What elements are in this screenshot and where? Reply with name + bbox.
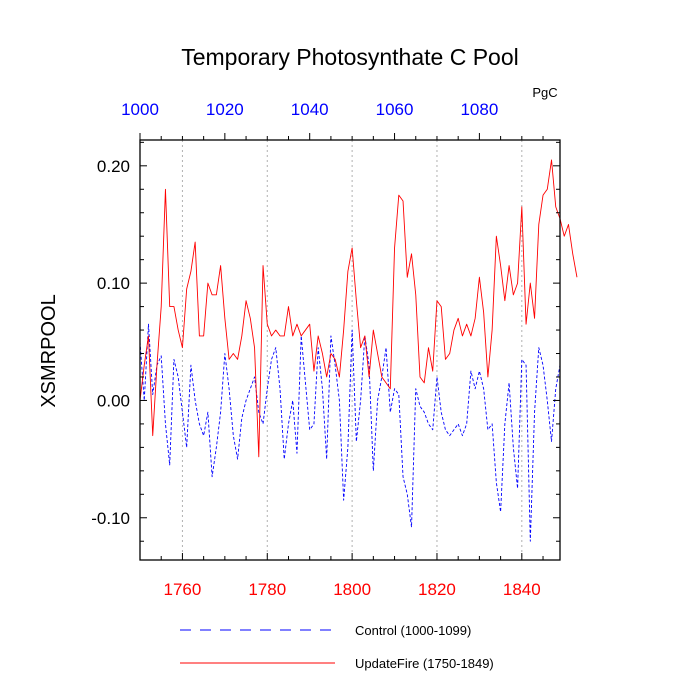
axes: -0.10 0.00 0.10 0.20 1760 1780 1800 1820 1840 100… bbox=[91, 100, 561, 599]
chart-title: Temporary Photosynthate C Pool bbox=[181, 44, 519, 70]
x-top-tick-label: 1000 bbox=[121, 100, 159, 119]
series-line-updatefire bbox=[139, 159, 578, 458]
x-bottom-tick-label: 1800 bbox=[333, 580, 371, 599]
legend: Control (1000-1099) UpdateFire (1750-1849… bbox=[180, 623, 494, 671]
x-top-tick-label: 1060 bbox=[376, 100, 414, 119]
y-tick-label: 0.10 bbox=[97, 274, 130, 293]
x-bottom-tick-label: 1820 bbox=[418, 580, 456, 599]
grid-lines bbox=[181, 140, 523, 560]
legend-label: UpdateFire (1750-1849) bbox=[355, 656, 494, 671]
plot-frame bbox=[139, 139, 561, 561]
series-layer bbox=[139, 159, 578, 542]
y-tick-label: -0.10 bbox=[91, 509, 130, 528]
legend-label: Control (1000-1099) bbox=[355, 623, 471, 638]
x-bottom-tick-label: 1840 bbox=[503, 580, 541, 599]
y-axis-label: XSMRPOOL bbox=[38, 294, 60, 407]
series-line-control bbox=[139, 323, 561, 542]
x-bottom-tick-label: 1760 bbox=[164, 580, 202, 599]
x-bottom-tick-label: 1780 bbox=[248, 580, 286, 599]
x-top-tick-label: 1040 bbox=[291, 100, 329, 119]
y-tick-label: 0.20 bbox=[97, 157, 130, 176]
y-tick-label: 0.00 bbox=[97, 391, 130, 410]
x-top-tick-label: 1020 bbox=[206, 100, 244, 119]
units-label: PgC bbox=[532, 85, 557, 100]
x-top-tick-label: 1080 bbox=[460, 100, 498, 119]
